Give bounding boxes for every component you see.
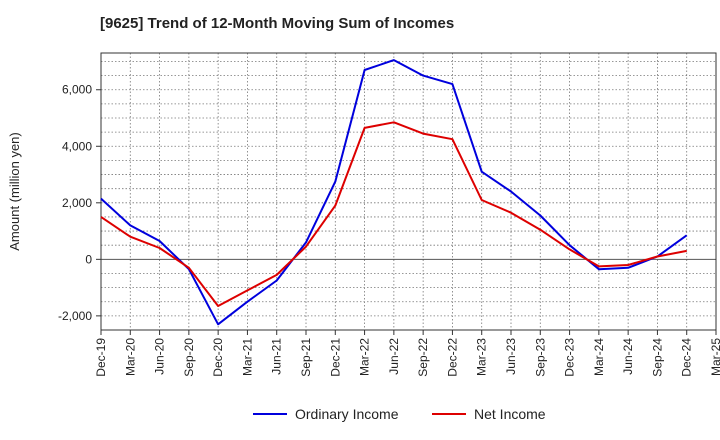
x-tick-label: Sep-20 — [182, 338, 196, 377]
x-tick-label: Dec-20 — [211, 338, 225, 377]
x-tick-label: Jun-23 — [504, 338, 518, 375]
x-tick-label: Mar-21 — [240, 338, 254, 376]
x-tick-label: Mar-22 — [358, 338, 372, 376]
x-tick-label: Dec-23 — [563, 338, 577, 377]
y-tick-label: -2,000 — [58, 309, 92, 323]
x-tick-label: Dec-24 — [680, 338, 694, 377]
chart-title: [9625] Trend of 12-Month Moving Sum of I… — [100, 15, 455, 32]
x-tick-label: Dec-22 — [445, 338, 459, 377]
legend-label: Net Income — [474, 406, 546, 422]
legend: Ordinary Income Net Income — [253, 406, 546, 422]
x-tick-label: Sep-23 — [533, 338, 547, 377]
x-tick-label: Mar-23 — [475, 338, 489, 376]
x-tick-label: Jun-21 — [270, 338, 284, 375]
x-tick-label: Jun-24 — [621, 338, 635, 375]
series-layer — [100, 59, 688, 326]
plot-frame — [100, 52, 717, 331]
grid-layer — [100, 53, 717, 331]
x-tick-label: Jun-20 — [153, 338, 167, 375]
x-tick-label: Sep-22 — [416, 338, 430, 377]
y-tick-label: 0 — [85, 252, 92, 266]
y-tick-label: 4,000 — [62, 139, 92, 153]
y-tick-label: 2,000 — [62, 196, 92, 210]
x-tick-label: Dec-19 — [94, 338, 108, 377]
x-tick-label: Mar-20 — [123, 338, 137, 376]
x-tick-label: Mar-24 — [592, 338, 606, 376]
x-tick-label: Jun-22 — [387, 338, 401, 375]
y-axis-title: Amount (million yen) — [7, 132, 22, 251]
y-tick-label: 6,000 — [62, 83, 92, 97]
series-line-net-income — [100, 121, 687, 307]
x-tick-label: Mar-25 — [709, 338, 720, 376]
x-tick-label: Sep-21 — [299, 338, 313, 377]
legend-label: Ordinary Income — [295, 406, 399, 422]
axis-layer: -2,000 0 2,000 4,000 6,000 Dec-19 Mar-20 Jun-20… — [7, 52, 720, 377]
x-tick-label: Sep-24 — [650, 338, 664, 377]
x-tick-label: Dec-21 — [328, 338, 342, 377]
